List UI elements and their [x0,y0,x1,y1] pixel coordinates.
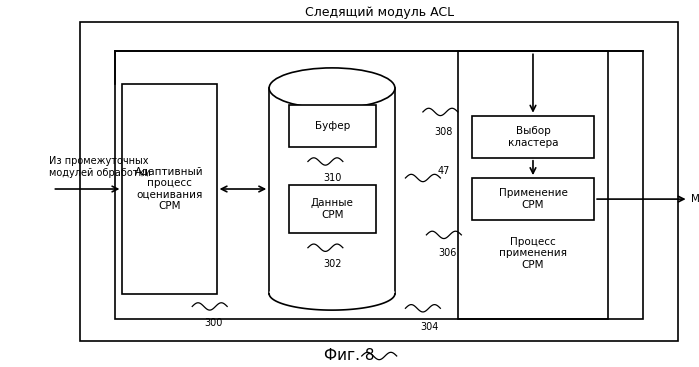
Text: 300: 300 [204,318,222,328]
Text: Применение
СРМ: Применение СРМ [498,188,568,210]
Bar [472,116,594,158]
Text: 302: 302 [323,259,342,269]
Text: 47: 47 [438,166,450,176]
Ellipse shape [269,277,395,310]
Text: Следящий модуль ACL: Следящий модуль ACL [305,6,454,19]
Text: 308: 308 [435,127,453,137]
Text: 306: 306 [438,248,456,258]
Bar [458,51,608,319]
Text: 310: 310 [323,173,342,183]
Bar [122,84,217,294]
Bar [115,51,643,319]
Bar [80,22,678,341]
Bar [269,88,395,294]
Ellipse shape [269,68,395,108]
Text: Буфер: Буфер [315,121,350,131]
Text: Процесс
применения
СРМ: Процесс применения СРМ [499,237,567,270]
Text: Местоположение: Местоположение [691,194,699,204]
Text: Данные
СРМ: Данные СРМ [311,199,354,220]
Text: Адаптивный
процесс
оценивания
СРМ: Адаптивный процесс оценивания СРМ [135,167,204,211]
Bar [472,178,594,220]
Text: Фиг. 8: Фиг. 8 [324,348,375,363]
Text: 304: 304 [421,321,439,332]
Bar [289,185,376,233]
Bar [289,105,376,147]
Text: Из промежуточных
модулей обработки: Из промежуточных модулей обработки [49,156,151,178]
Text: Выбор
кластера: Выбор кластера [507,126,559,148]
